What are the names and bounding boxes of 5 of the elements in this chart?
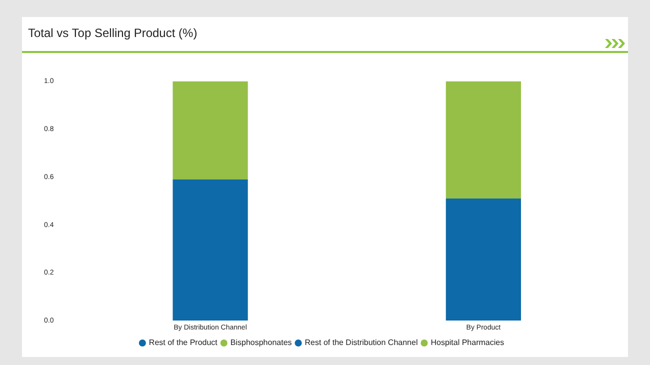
legend-label: Bisphosphonates — [230, 338, 292, 348]
legend-label: Hospital Pharmacies — [430, 338, 504, 348]
legend-label: Rest of the Distribution Channel — [304, 338, 418, 348]
chart-title: Total vs Top Selling Product (%) — [28, 26, 198, 40]
legend-label: Rest of the Product — [148, 338, 218, 348]
